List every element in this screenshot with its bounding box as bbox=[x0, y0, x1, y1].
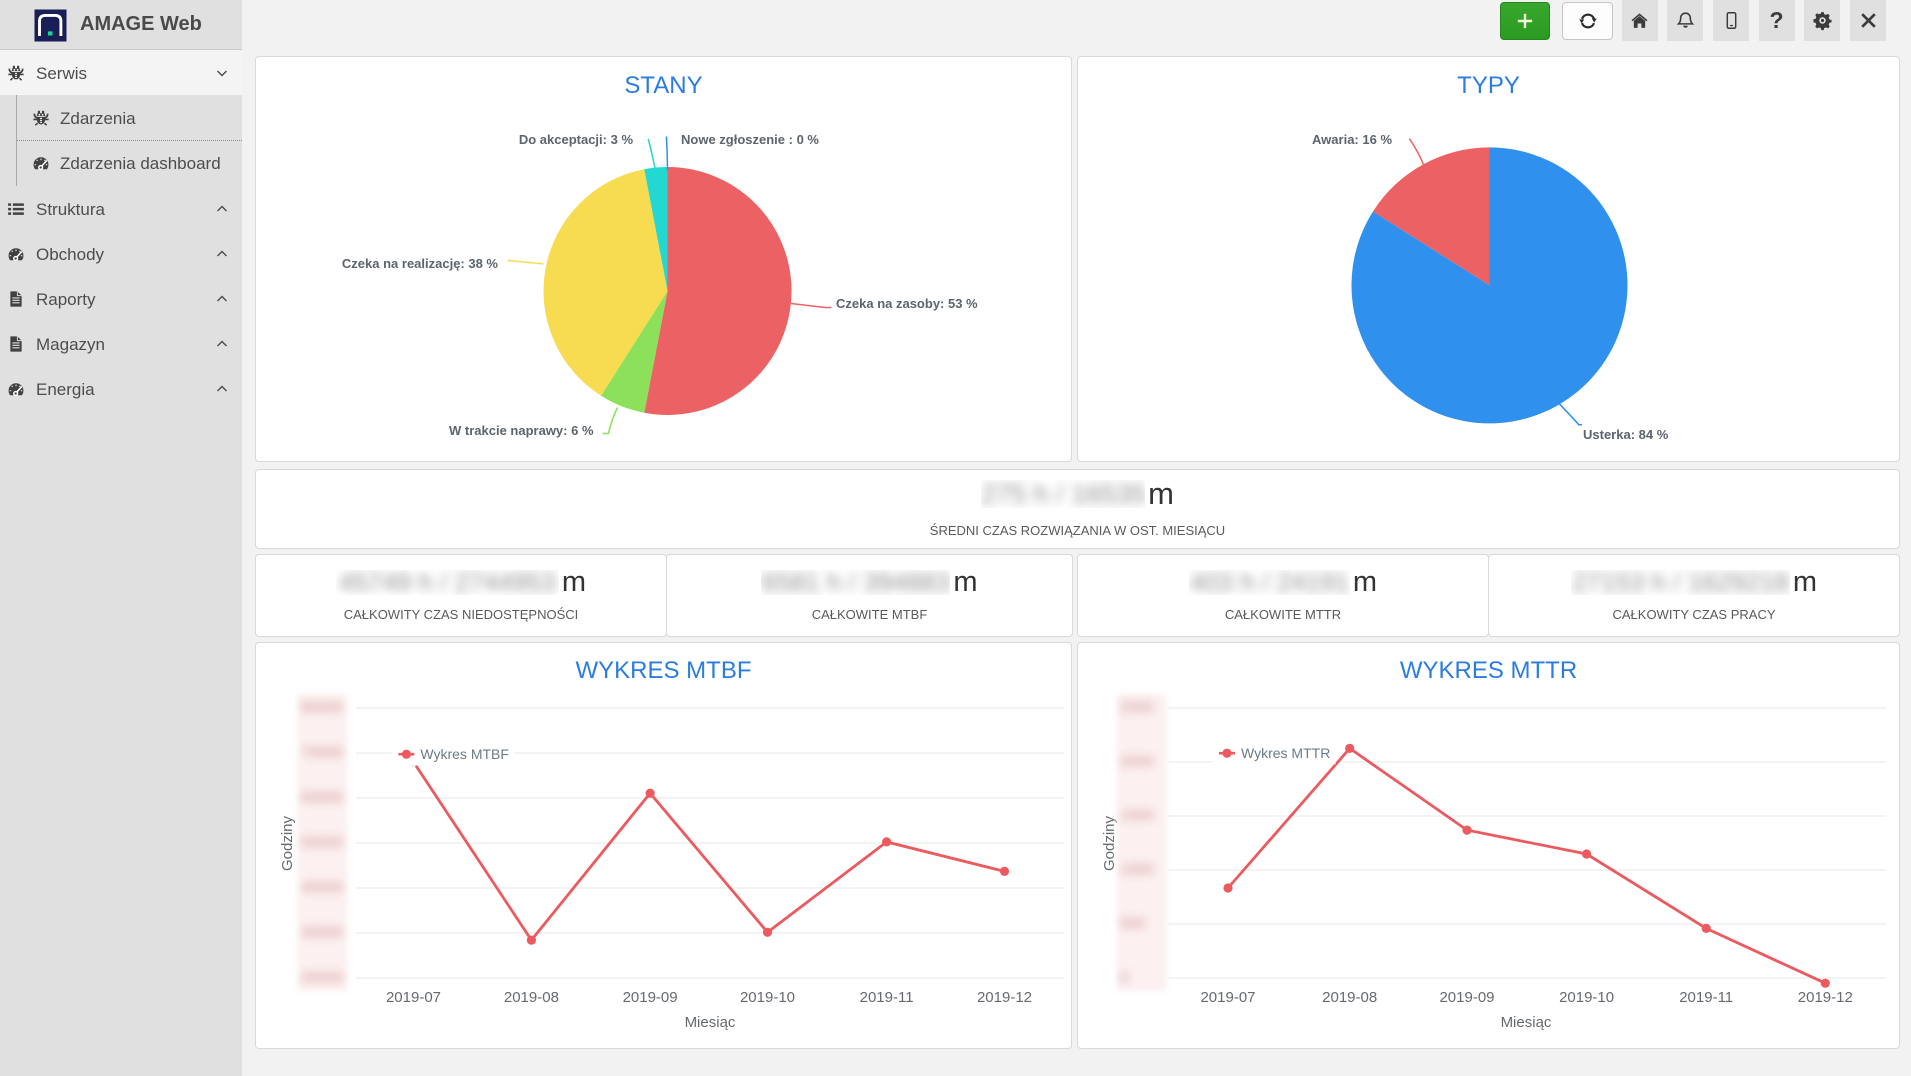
svg-text:2019-07: 2019-07 bbox=[1200, 989, 1255, 1006]
svg-text:2019-10: 2019-10 bbox=[740, 989, 795, 1006]
svg-text:Wykres MTBF: Wykres MTBF bbox=[420, 746, 509, 762]
svg-text:Wykres MTTR: Wykres MTTR bbox=[1241, 745, 1330, 761]
svg-text:2019-09: 2019-09 bbox=[1439, 989, 1494, 1006]
svg-text:2019-07: 2019-07 bbox=[386, 989, 441, 1006]
svg-text:Miesiąc: Miesiąc bbox=[1501, 1014, 1552, 1031]
svg-text:Godziny: Godziny bbox=[279, 815, 296, 871]
svg-text:2019-12: 2019-12 bbox=[977, 989, 1032, 1006]
svg-text:2019-11: 2019-11 bbox=[860, 989, 914, 1006]
svg-text:2019-10: 2019-10 bbox=[1559, 989, 1614, 1006]
svg-text:Miesiąc: Miesiąc bbox=[685, 1014, 736, 1031]
svg-text:Godziny: Godziny bbox=[1101, 815, 1118, 871]
svg-text:2019-08: 2019-08 bbox=[1322, 989, 1377, 1006]
svg-text:2019-12: 2019-12 bbox=[1798, 989, 1853, 1006]
svg-text:2019-09: 2019-09 bbox=[623, 989, 678, 1006]
svg-text:2019-11: 2019-11 bbox=[1679, 989, 1733, 1006]
svg-text:2019-08: 2019-08 bbox=[504, 989, 559, 1006]
